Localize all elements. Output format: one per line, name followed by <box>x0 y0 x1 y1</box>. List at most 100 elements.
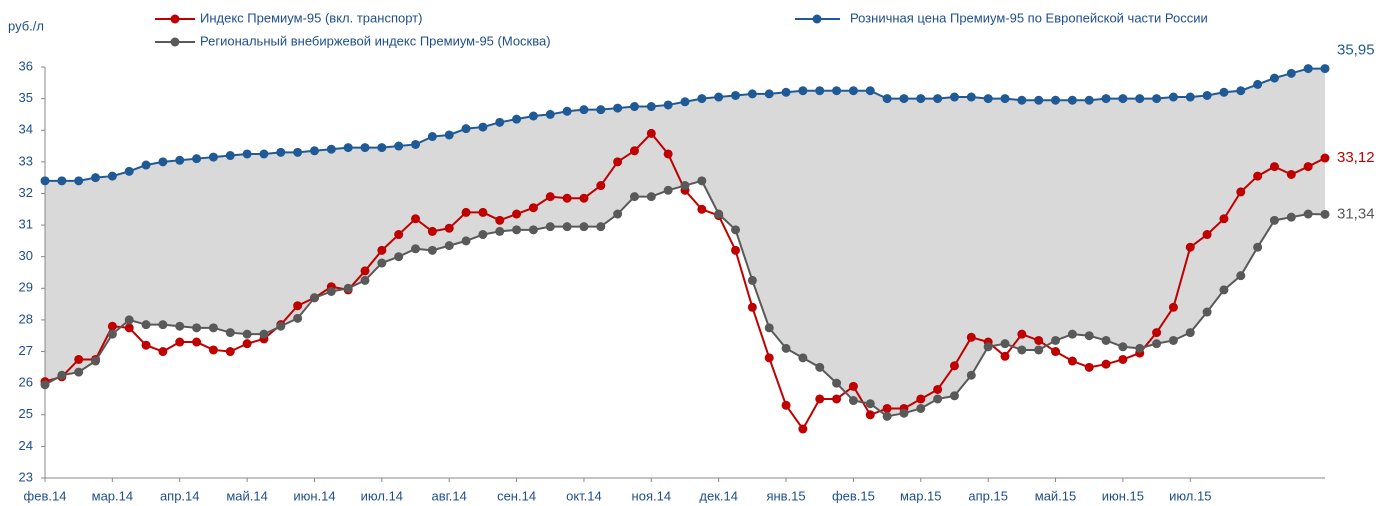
series-marker <box>1084 95 1094 105</box>
series-marker <box>175 337 185 347</box>
series-marker <box>916 394 926 404</box>
series-marker <box>91 356 101 366</box>
y-tick-label: 36 <box>19 58 33 73</box>
series-marker <box>1152 94 1162 104</box>
series-marker <box>848 396 858 406</box>
series-marker <box>360 143 370 153</box>
series-marker <box>916 94 926 104</box>
series-marker <box>1000 339 1010 349</box>
series-marker <box>747 275 757 285</box>
series-marker <box>1269 73 1279 83</box>
series-marker <box>629 192 639 202</box>
series-marker <box>596 105 606 115</box>
series-marker <box>815 362 825 372</box>
series-marker <box>528 111 538 121</box>
series-marker <box>293 313 303 323</box>
series-marker <box>663 149 673 159</box>
series-marker <box>1034 335 1044 345</box>
series-marker <box>1320 64 1330 74</box>
series-marker <box>646 102 656 112</box>
series-marker <box>949 361 959 371</box>
y-tick-label: 34 <box>19 122 33 137</box>
series-marker <box>309 293 319 303</box>
series-marker <box>1286 68 1296 78</box>
series-marker <box>512 225 522 235</box>
series-marker <box>495 117 505 127</box>
series-marker <box>899 408 909 418</box>
x-tick-label: сен.14 <box>497 488 536 503</box>
series-marker <box>1185 328 1195 338</box>
series-marker <box>444 241 454 251</box>
series-marker <box>798 353 808 363</box>
x-tick-label: окт.14 <box>566 488 602 503</box>
series-marker <box>225 151 235 161</box>
series-marker <box>545 222 555 232</box>
series-marker <box>444 223 454 233</box>
series-marker <box>326 144 336 154</box>
series-marker <box>562 222 572 232</box>
value-label: 31,34 <box>1337 205 1375 222</box>
series-marker <box>461 124 471 134</box>
series-marker <box>192 323 202 333</box>
series-marker <box>1269 215 1279 225</box>
x-tick-label: мар.15 <box>900 488 941 503</box>
y-tick-label: 32 <box>19 185 33 200</box>
series-marker <box>1202 90 1212 100</box>
series-marker <box>276 147 286 157</box>
series-marker <box>225 328 235 338</box>
series-marker <box>377 258 387 268</box>
series-marker <box>1152 328 1162 338</box>
legend-marker <box>170 14 180 24</box>
series-marker <box>697 204 707 214</box>
y-tick-label: 23 <box>19 469 33 484</box>
series-marker <box>394 230 404 240</box>
series-marker <box>1253 171 1263 181</box>
series-marker <box>1051 95 1061 105</box>
series-marker <box>40 176 50 186</box>
series-marker <box>1017 329 1027 339</box>
series-marker <box>1084 331 1094 341</box>
x-tick-label: июл.14 <box>361 488 403 503</box>
series-marker <box>966 92 976 102</box>
series-marker <box>966 370 976 380</box>
series-marker <box>815 394 825 404</box>
series-marker <box>933 94 943 104</box>
series-marker <box>697 94 707 104</box>
series-marker <box>225 347 235 357</box>
series-marker <box>916 403 926 413</box>
series-marker <box>40 380 50 390</box>
series-marker <box>882 411 892 421</box>
series-marker <box>1067 95 1077 105</box>
y-tick-label: 33 <box>19 153 33 168</box>
series-marker <box>562 106 572 116</box>
series-marker <box>1034 345 1044 355</box>
series-marker <box>613 103 623 113</box>
series-marker <box>899 94 909 104</box>
series-marker <box>427 245 437 255</box>
series-marker <box>360 275 370 285</box>
series-marker <box>646 192 656 202</box>
series-marker <box>663 185 673 195</box>
series-marker <box>259 329 269 339</box>
legend-marker <box>170 37 180 47</box>
series-marker <box>697 176 707 186</box>
y-tick-label: 29 <box>19 280 33 295</box>
series-marker <box>579 193 589 203</box>
series-marker <box>848 86 858 96</box>
x-tick-label: авг.14 <box>432 488 467 503</box>
y-tick-label: 27 <box>19 343 33 358</box>
series-marker <box>832 378 842 388</box>
series-marker <box>192 154 202 164</box>
series-marker <box>343 143 353 153</box>
series-marker <box>293 147 303 157</box>
series-marker <box>882 403 892 413</box>
series-marker <box>1017 95 1027 105</box>
series-marker <box>107 321 117 331</box>
series-marker <box>1303 64 1313 74</box>
series-marker <box>596 181 606 191</box>
y-tick-label: 28 <box>19 311 33 326</box>
series-marker <box>747 89 757 99</box>
series-marker <box>276 321 286 331</box>
series-marker <box>208 323 218 333</box>
